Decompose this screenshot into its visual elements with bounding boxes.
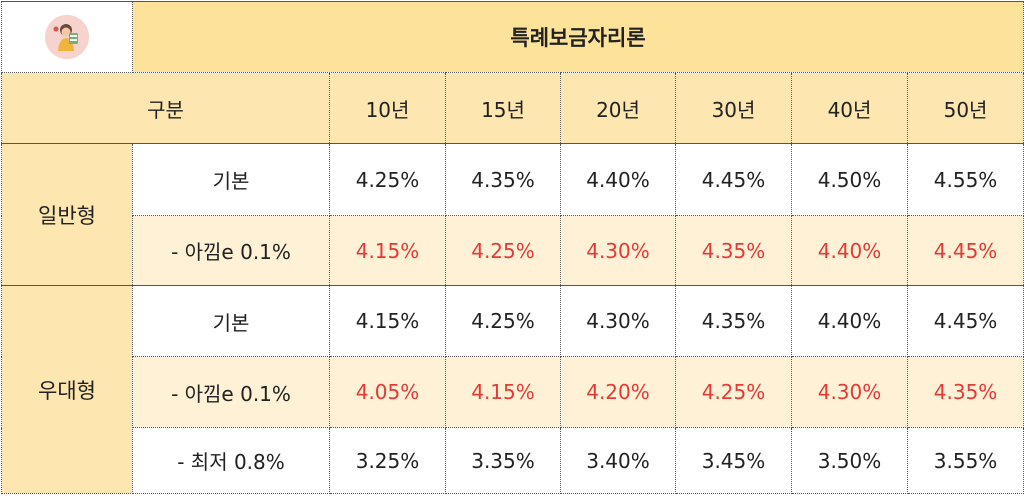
term-header: 15년 [445,72,561,144]
rate-cell: 3.40% [560,427,676,494]
discount-rate-cell: 4.05% [329,356,446,428]
character-logo-icon [45,15,89,59]
discount-rate-cell: 4.30% [791,356,908,428]
term-header: 10년 [329,72,446,144]
rate-cell: 4.30% [560,285,676,357]
rate-cell: 4.25% [329,143,446,216]
rate-cell: 3.55% [906,427,1024,494]
discount-rate-cell: 4.35% [675,215,792,286]
discount-rate-cell: 4.45% [906,215,1024,286]
term-header: 30년 [675,72,792,144]
rate-cell: 4.15% [329,285,446,357]
logo-cell [1,1,133,73]
row-label: 기본 [132,143,330,216]
rate-cell: 3.50% [791,427,908,494]
term-header: 40년 [791,72,908,144]
rate-cell: 4.50% [791,143,908,216]
row-label: - 최저 0.8% [132,427,330,494]
row-label: - 아낌e 0.1% [132,356,330,428]
rate-cell: 4.35% [675,285,792,357]
term-header: 50년 [906,72,1024,144]
rate-cell: 3.25% [329,427,446,494]
group-label-general: 일반형 [1,143,133,286]
discount-rate-cell: 4.15% [329,215,446,286]
discount-rate-cell: 4.25% [675,356,792,428]
table-title: 특례보금자리론 [131,1,1024,73]
rate-cell: 4.55% [906,143,1024,216]
rate-cell: 4.25% [445,285,561,357]
rate-cell: 4.45% [675,143,792,216]
discount-rate-cell: 4.40% [791,215,908,286]
rate-cell: 4.35% [445,143,561,216]
term-header: 20년 [560,72,676,144]
discount-rate-cell: 4.15% [445,356,561,428]
rate-cell: 4.45% [906,285,1024,357]
discount-rate-cell: 4.30% [560,215,676,286]
discount-rate-cell: 4.35% [906,356,1024,428]
category-header: 구분 [1,72,330,144]
rate-cell: 4.40% [560,143,676,216]
discount-rate-cell: 4.20% [560,356,676,428]
group-label-preferred: 우대형 [1,285,133,494]
row-label: - 아낌e 0.1% [132,215,330,286]
row-label: 기본 [132,285,330,357]
rate-cell: 3.35% [445,427,561,494]
rate-cell: 3.45% [675,427,792,494]
rate-cell: 4.40% [791,285,908,357]
discount-rate-cell: 4.25% [445,215,561,286]
